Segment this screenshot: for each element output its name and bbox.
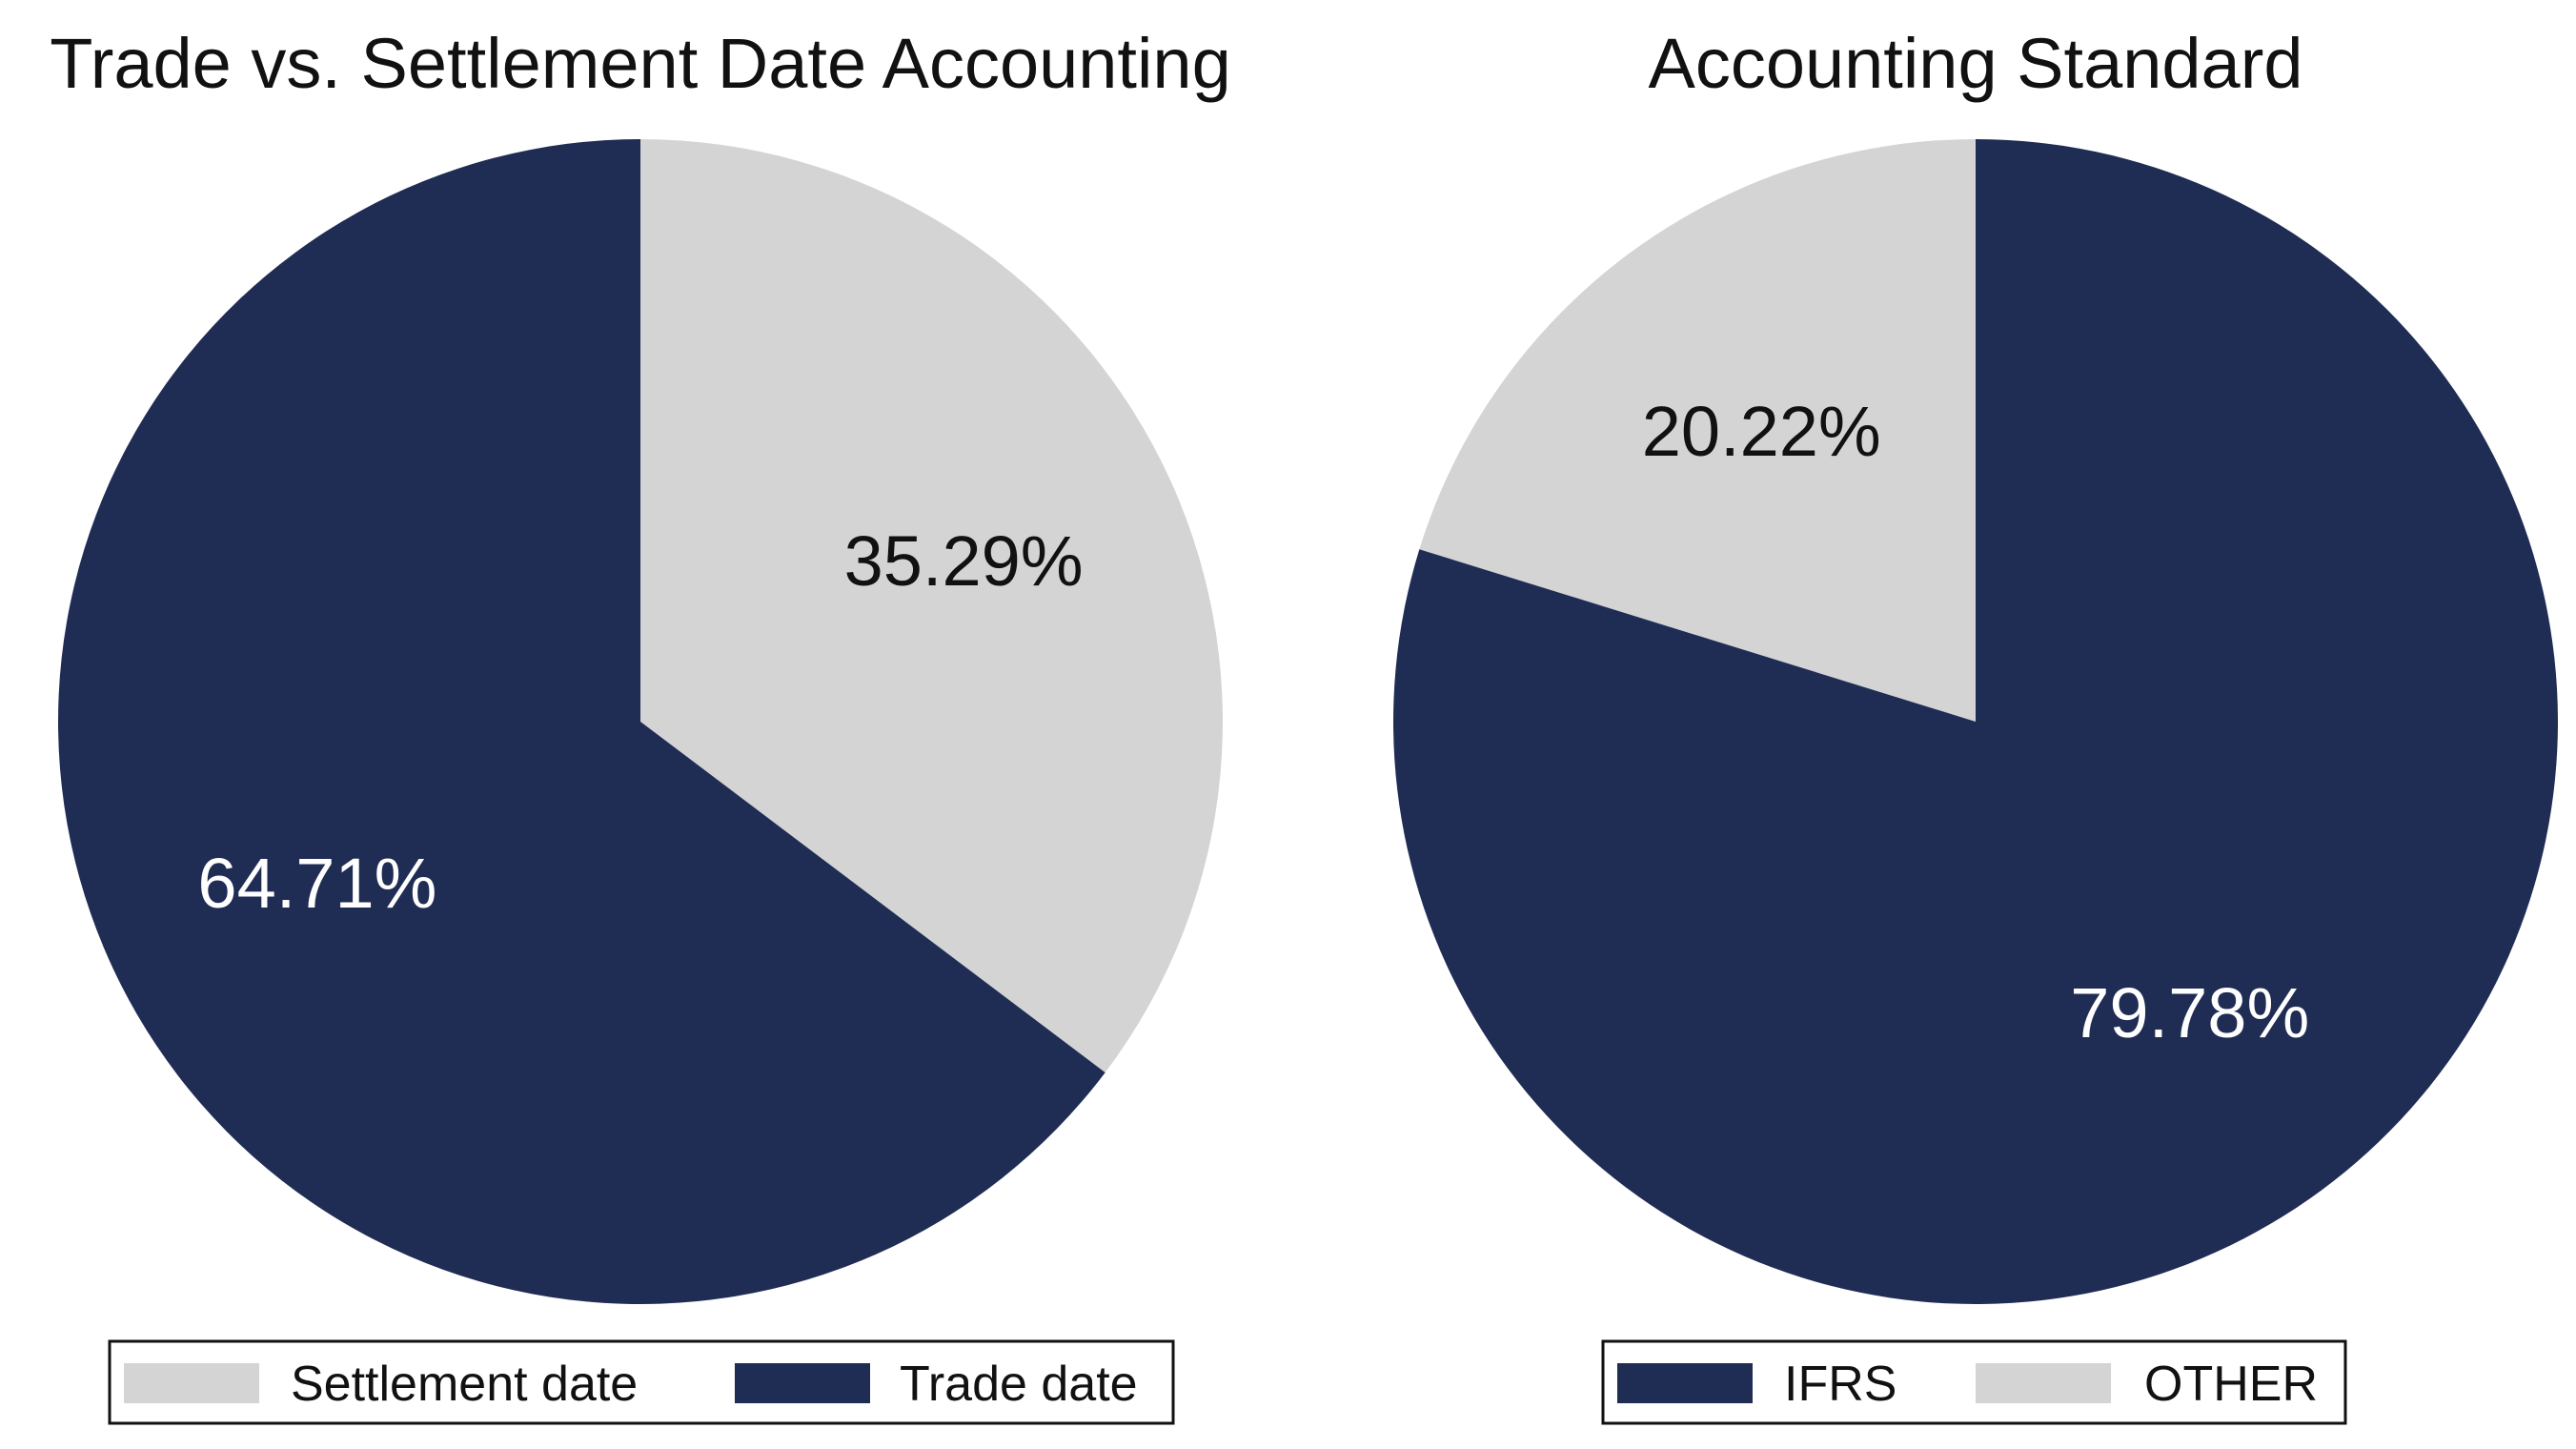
legend-swatch-other — [1976, 1363, 2111, 1403]
chart-title: Accounting Standard — [1648, 24, 2302, 103]
legend-swatch-trade-date — [735, 1363, 870, 1403]
legend: IFRS OTHER — [1601, 1339, 2347, 1425]
pie-slice-trade-date — [57, 139, 1105, 1304]
slice-label-other: 20.22% — [1642, 392, 1881, 471]
slice-label-settlement-date: 35.29% — [844, 521, 1084, 601]
legend-label-ifrs: IFRS — [1784, 1357, 1897, 1412]
legend-label-other: OTHER — [2144, 1357, 2318, 1412]
legend-box — [108, 1339, 1175, 1425]
pie-slice-labels: 20.22% 79.78% — [1642, 392, 2310, 1052]
legend-box — [1601, 1339, 2347, 1425]
pie-slices — [57, 139, 1223, 1304]
pie-slice-labels: 35.29% 64.71% — [197, 521, 1083, 923]
chart-title: Trade vs. Settlement Date Accounting — [50, 24, 1230, 103]
legend-label-settlement-date: Settlement date — [291, 1357, 638, 1412]
pie-slice-settlement-date — [640, 139, 1223, 1073]
pie-slices — [1392, 139, 2558, 1305]
slice-label-trade-date: 64.71% — [197, 844, 436, 923]
legend-swatch-ifrs — [1617, 1363, 1753, 1403]
legend-swatch-settlement-date — [124, 1363, 259, 1403]
accounting-standard-pie-chart: Accounting Standard 20.22% 79.78% IFRS OT… — [1392, 24, 2558, 1425]
legend: Settlement date Trade date — [108, 1339, 1175, 1425]
trade-settlement-pie-chart: Trade vs. Settlement Date Accounting 35.… — [50, 24, 1231, 1425]
pie-slice-ifrs — [1392, 139, 2558, 1305]
pie-slice-other — [1419, 139, 1976, 722]
legend-label-trade-date: Trade date — [900, 1357, 1138, 1412]
slice-label-ifrs: 79.78% — [2070, 973, 2309, 1052]
